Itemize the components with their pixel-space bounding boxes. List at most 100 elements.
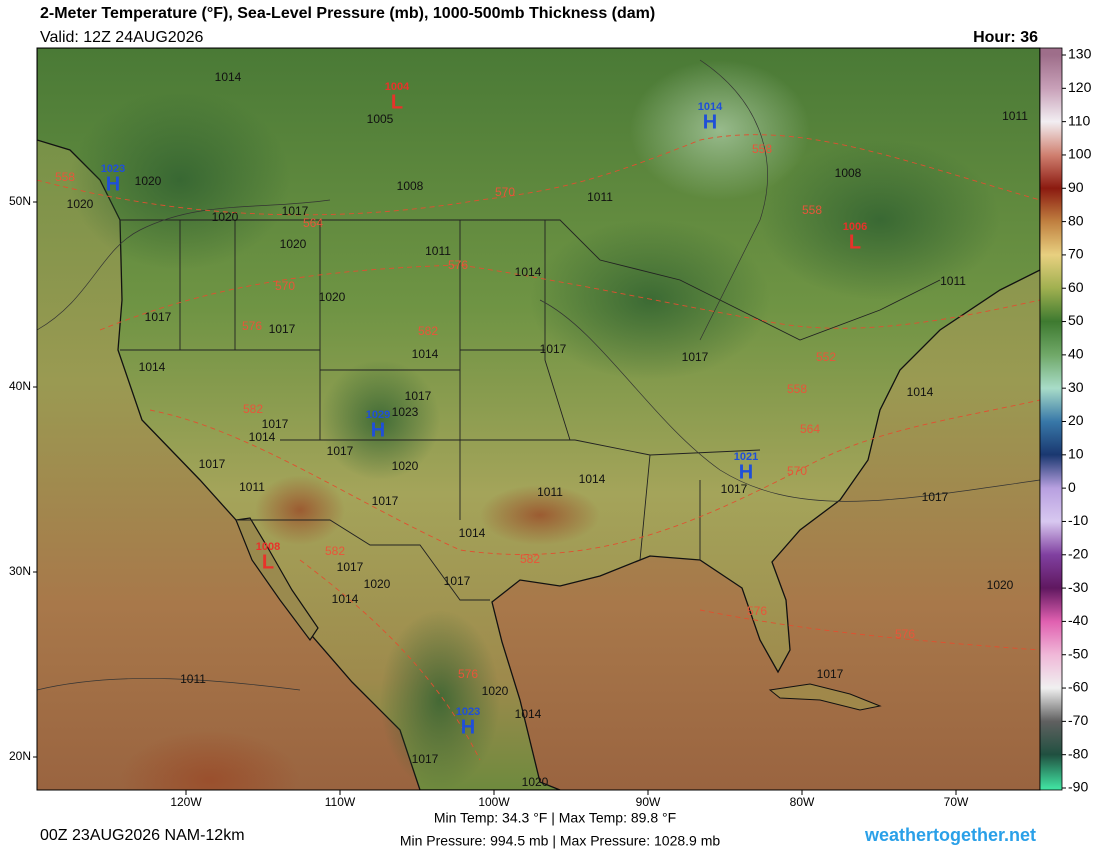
center-letter: H [703,111,717,133]
borders [120,219,941,601]
thickness-label: 558 [55,170,75,184]
thickness-label: 564 [303,216,323,230]
colorbar-label: 30 [1068,379,1084,395]
isobar-label: 1020 [135,174,162,188]
isobar-label: 1014 [579,472,606,486]
isobar-label: 1017 [372,494,399,508]
isobar-label: 1011 [239,480,265,494]
thickness-lines [37,134,1040,761]
colorbar-label: 60 [1068,279,1084,295]
lon-label: 120W [170,795,202,809]
colorbar-label: 110 [1068,112,1091,128]
map-area [37,48,1040,790]
lat-label: 30N [9,564,31,578]
isobar-label: 1011 [940,274,966,288]
isobar-label: 1017 [405,389,432,403]
thickness-label: 582 [520,552,540,566]
thickness-label: 570 [275,279,295,293]
center-value: 1023 [456,706,480,718]
colorbar-label: -70 [1068,712,1088,728]
center-letter: H [371,419,385,441]
model-run: 00Z 23AUG2026 NAM-12km [40,827,245,844]
baja [235,517,319,642]
isobar-label: 1020 [319,290,346,304]
isobar-label: 1023 [392,405,419,419]
isobar-label: 1020 [482,684,509,698]
isobar-label: 1011 [425,244,451,258]
isobar-label: 1014 [139,360,166,374]
isobar-label: 1017 [412,752,439,766]
center-letter: H [461,716,475,738]
isobar-label: 1017 [721,482,748,496]
thickness-label: 576 [747,604,767,618]
colorbar-label: -90 [1068,779,1088,795]
isobar-label: 1017 [444,574,471,588]
thickness-label: 576 [458,667,478,681]
isobar-label: 1017 [282,204,309,218]
colorbar-label: 20 [1068,412,1084,428]
colorbar-label: 90 [1068,179,1084,195]
isobar-label: 1020 [392,459,419,473]
isobar-label: 1020 [364,577,391,591]
thickness-label: 570 [787,464,807,478]
colorbar-label: 10 [1068,446,1084,462]
pressure-range: Min Pressure: 994.5 mb | Max Pressure: 1… [400,833,721,849]
site-credit: weathertogether.net [864,825,1036,845]
isobar-label: 1011 [1002,109,1028,123]
isobar-label: 1017 [922,490,949,504]
thickness-label: 582 [325,544,345,558]
isobars [37,59,1040,691]
colorbar-label: -60 [1068,679,1088,695]
thickness-label: 582 [243,402,263,416]
isobar-label: 1017 [682,350,709,364]
thickness-label: 576 [895,627,915,641]
lon-label: 80W [790,795,815,809]
colorbar-label: 0 [1068,479,1076,495]
thickness-label: 552 [816,350,836,364]
center-letter: L [849,231,861,253]
colorbar-label: 100 [1068,146,1092,162]
thickness-label: 582 [418,324,438,338]
shade [480,485,600,545]
isobar-label: 1014 [215,70,242,84]
shade [320,360,440,480]
center-value: 1008 [256,541,280,553]
shade [760,140,1000,300]
shade [630,60,810,200]
center-value: 1023 [101,163,125,175]
isobar-label: 1008 [397,179,424,193]
center-letter: H [739,461,753,483]
isobar-label: 1017 [262,417,289,431]
colorbar-label: 40 [1068,346,1084,362]
lat-label: 40N [9,379,31,393]
center-value: 1021 [734,451,758,463]
thickness-label: 558 [787,382,807,396]
colorbar-label: 80 [1068,212,1084,228]
isobar-label: 1020 [522,775,549,789]
isobar-label: 1011 [537,485,563,499]
shade [380,610,500,790]
isobar-label: 1014 [907,385,934,399]
colorbar-label: 70 [1068,246,1084,262]
isobar-label: 1008 [835,166,862,180]
colorbar-label: -10 [1068,512,1088,528]
colorbar-label: -50 [1068,645,1088,661]
isobar-label: 1014 [332,592,359,606]
lat-label: 50N [9,194,31,208]
colorbar-label: 50 [1068,312,1084,328]
valid-time: Valid: 12Z 24AUG2026 [40,29,203,46]
forecast-hour: Hour: 36 [973,29,1038,46]
lon-label: 90W [636,795,661,809]
colorbar-label: -40 [1068,612,1088,628]
center-letter: L [262,551,274,573]
lon-label: 70W [944,795,969,809]
isobar-label: 1005 [367,112,394,126]
isobar-label: 1011 [587,190,613,204]
colorbar-label: 130 [1068,46,1092,62]
colorbar-label: 120 [1068,79,1092,95]
shade [120,730,300,790]
thickness-label: 576 [242,319,262,333]
center-letter: L [391,91,403,113]
shade [255,475,345,545]
